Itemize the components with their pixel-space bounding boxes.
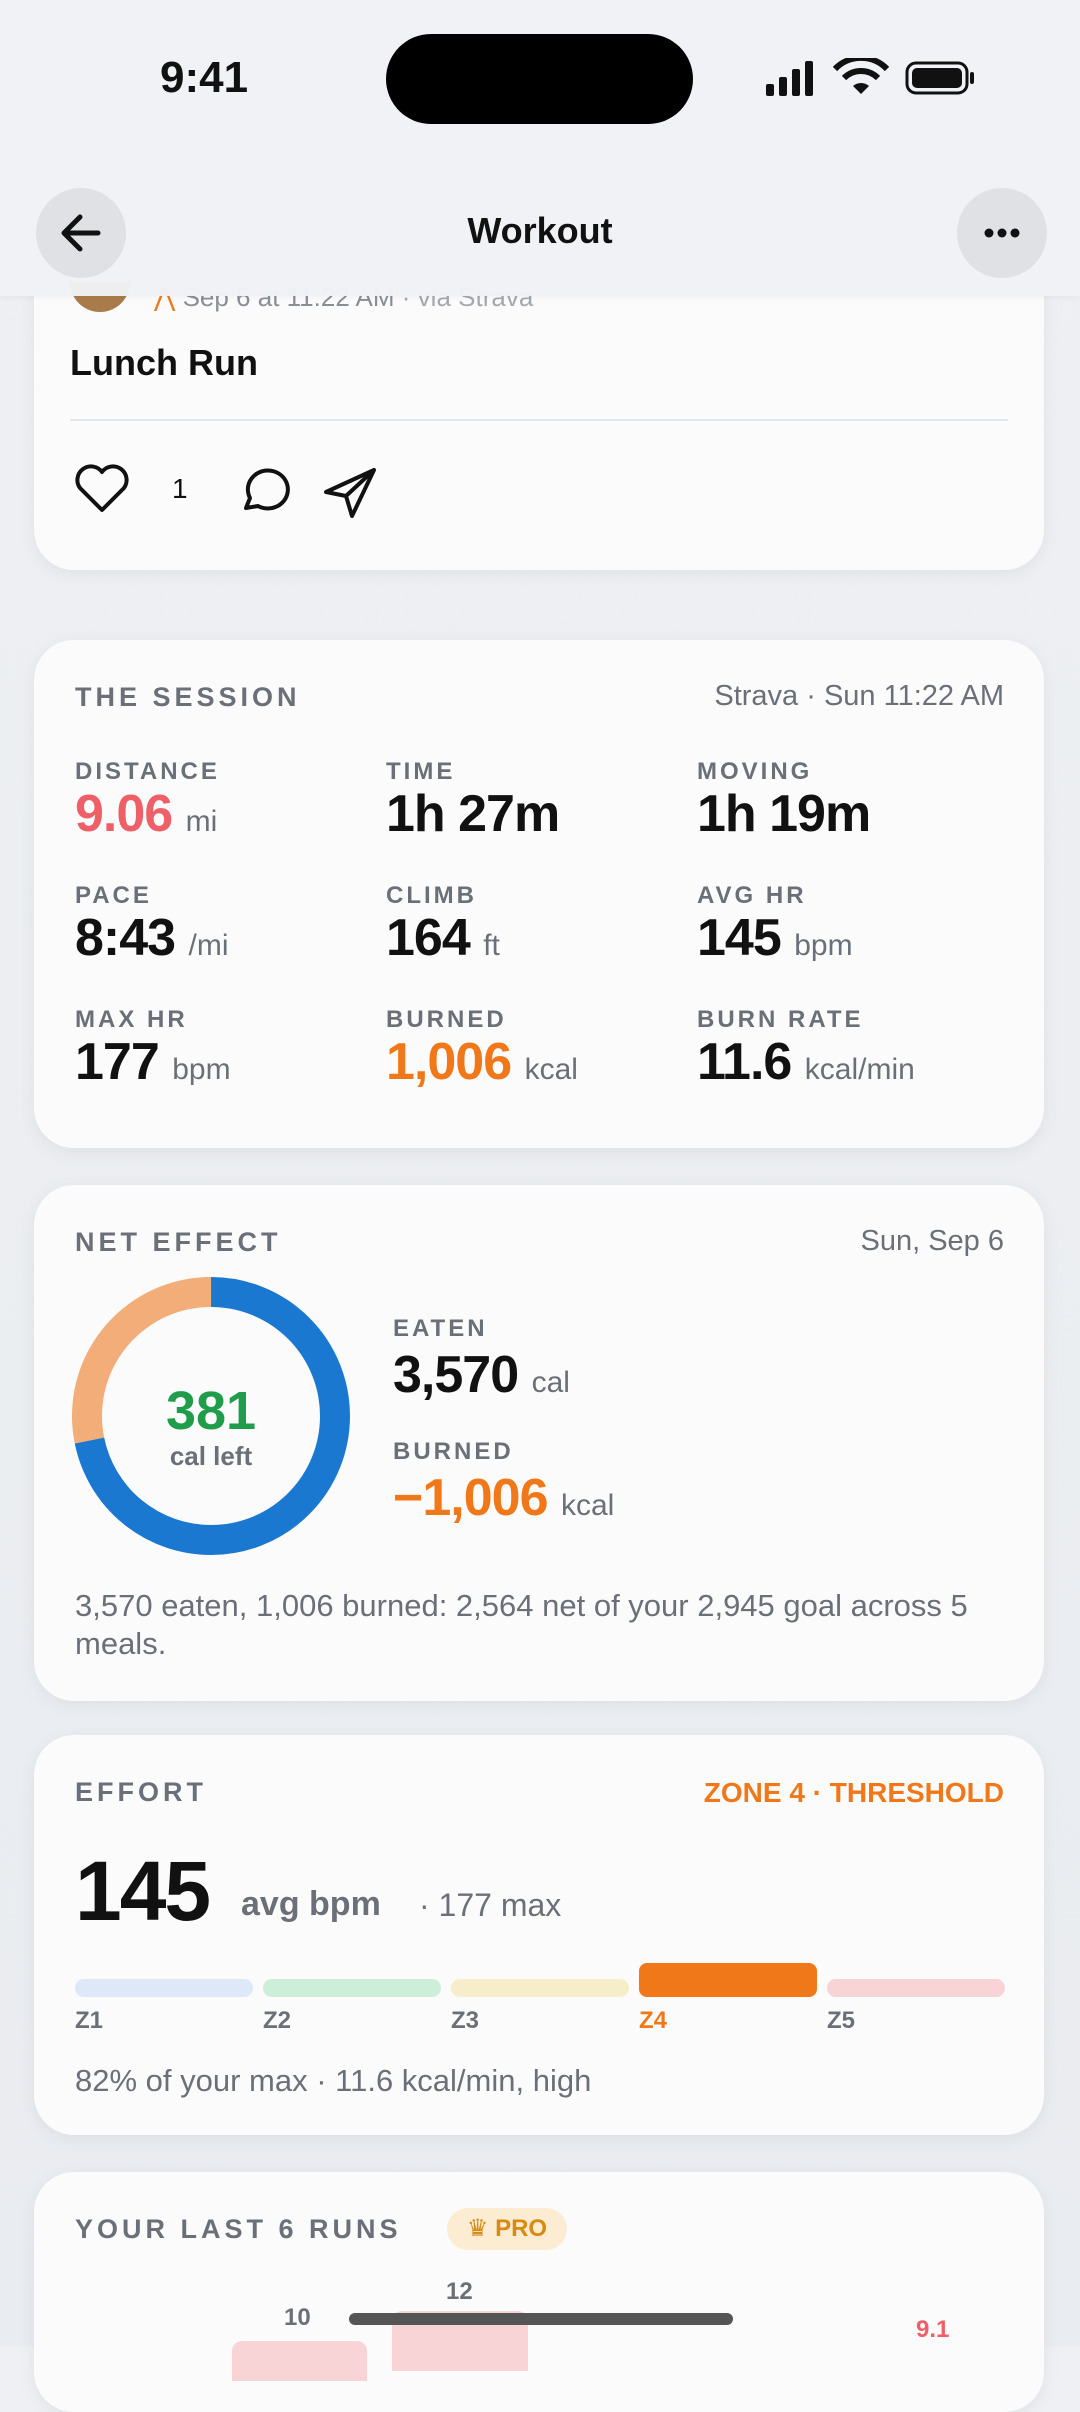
zone-label: Z2 [263,2007,292,2034]
remaining-value: 381 [165,1381,257,1441]
divider [70,419,1008,421]
like-count: 1 [172,473,188,504]
comment-button[interactable] [244,468,290,511]
net-summary: 3,570 eaten, 1,006 burned: 2,564 net of … [75,1588,968,1661]
eaten-value: 3,570 [393,1346,519,1404]
stat-unit: /mi [188,929,229,962]
stat: 1,006 kcal [386,1032,578,1092]
remaining-label: cal left [169,1441,253,1471]
run-label: 12 [446,2278,473,2305]
stat: 145 bpm [697,908,853,968]
stat-label: BURNED [386,1006,507,1033]
stat-unit: mi [185,805,218,838]
zone-label: Z1 [75,2007,104,2034]
section-title: YOUR LAST 6 RUNS [75,2214,402,2244]
section-title: NET EFFECT [75,1227,282,1257]
zone-segment [451,1979,629,1997]
zone-label: Z3 [451,2007,480,2034]
stat-value: 164 [386,909,471,967]
donut-burned [71,1277,350,1555]
stat-unit: bpm [794,929,853,962]
header-title: Workout [467,210,613,251]
stat: 177 bpm [75,1032,231,1092]
stat-unit: kcal/min [804,1053,915,1086]
session-meta: Strava · Sun 11:22 AM [714,680,1004,712]
zone-segment [639,1963,817,1997]
avg-hr: 145 [75,1844,211,1938]
stat-label: AVG HR [697,882,807,909]
avg-unit: avg bpm [241,1885,381,1923]
stat-unit: kcal [524,1053,578,1086]
stat: 164 ft [386,908,500,968]
stat-label: MAX HR [75,1006,188,1033]
stat: 9.06 mi [75,784,217,844]
session-card: THE SESSION Strava · Sun 11:22 AM DISTAN… [34,640,1044,1148]
stat-label: MOVING [697,758,813,785]
stat-label: PACE [75,882,152,909]
zone-segment [827,1979,1005,1997]
stat-value: 1h 27m [386,785,560,843]
zone-label: ZONE 4 · THRESHOLD [703,1777,1004,1808]
eaten-label: EATEN [393,1315,488,1342]
post-actions: 1 [75,464,376,518]
stat: 8:43 /mi [75,908,229,968]
dynamic-island [386,34,693,124]
stat-value: 1,006 [386,1033,512,1091]
pro-badge[interactable]: ♛ PRO [447,2208,567,2250]
effort-summary: 82% of your max · 11.6 kcal/min, high [75,2063,592,2098]
run-label: 9.1 [916,2316,950,2343]
run-label: 10 [284,2304,311,2331]
stat-value: 9.06 [75,785,173,843]
last-runs-card: YOUR LAST 6 RUNS ♛ PRO 10 12 9.1 [34,2172,1044,2412]
burned-label: BURNED [393,1438,514,1465]
home-indicator [349,2313,733,2325]
stat-label: DISTANCE [75,758,220,785]
stat-label: TIME [386,758,456,785]
like-button[interactable] [75,464,129,512]
stat-value: 8:43 [75,909,176,967]
more-button[interactable] [957,188,1047,278]
zone-label: Z5 [827,2007,856,2034]
effort-card: EFFORT ZONE 4 · THRESHOLD 145 avg bpm · … [34,1735,1044,2135]
stat: 11.6 kcal/min [697,1032,915,1092]
pro-label: PRO [495,2215,548,2242]
max-hr: · 177 max [419,1887,562,1923]
stat-unit: bpm [172,1053,231,1086]
stat: 1h 27m [386,784,560,844]
stat-label: BURN RATE [697,1006,864,1033]
stat-unit: ft [483,929,500,962]
status-icons [766,58,974,96]
net-effect-card: NET EFFECT Sun, Sep 6 381 cal left EATEN… [34,1185,1044,1701]
post-title: Lunch Run [70,342,258,383]
section-title: THE SESSION [75,682,301,712]
stat-label: CLIMB [386,882,477,909]
eaten-unit: cal [531,1366,570,1399]
back-button[interactable] [36,188,126,278]
section-title: EFFORT [75,1777,207,1807]
stat-value: 11.6 [697,1033,792,1091]
zone-segment [75,1979,253,1997]
run-bar [232,2341,367,2381]
stat-value: 145 [697,909,782,967]
burned-value: −1,006 [393,1469,548,1527]
share-button[interactable] [324,468,376,518]
calorie-donut [71,1277,350,1555]
zone-label: Z4 [639,2007,668,2034]
burned-unit: kcal [560,1489,615,1522]
zone-segment [263,1979,441,1997]
net-date: Sun, Sep 6 [860,1225,1005,1257]
stat-value: 177 [75,1033,160,1091]
stat: 1h 19m [697,784,871,844]
stat-value: 1h 19m [697,785,871,843]
clock: 9:41 [160,53,249,102]
